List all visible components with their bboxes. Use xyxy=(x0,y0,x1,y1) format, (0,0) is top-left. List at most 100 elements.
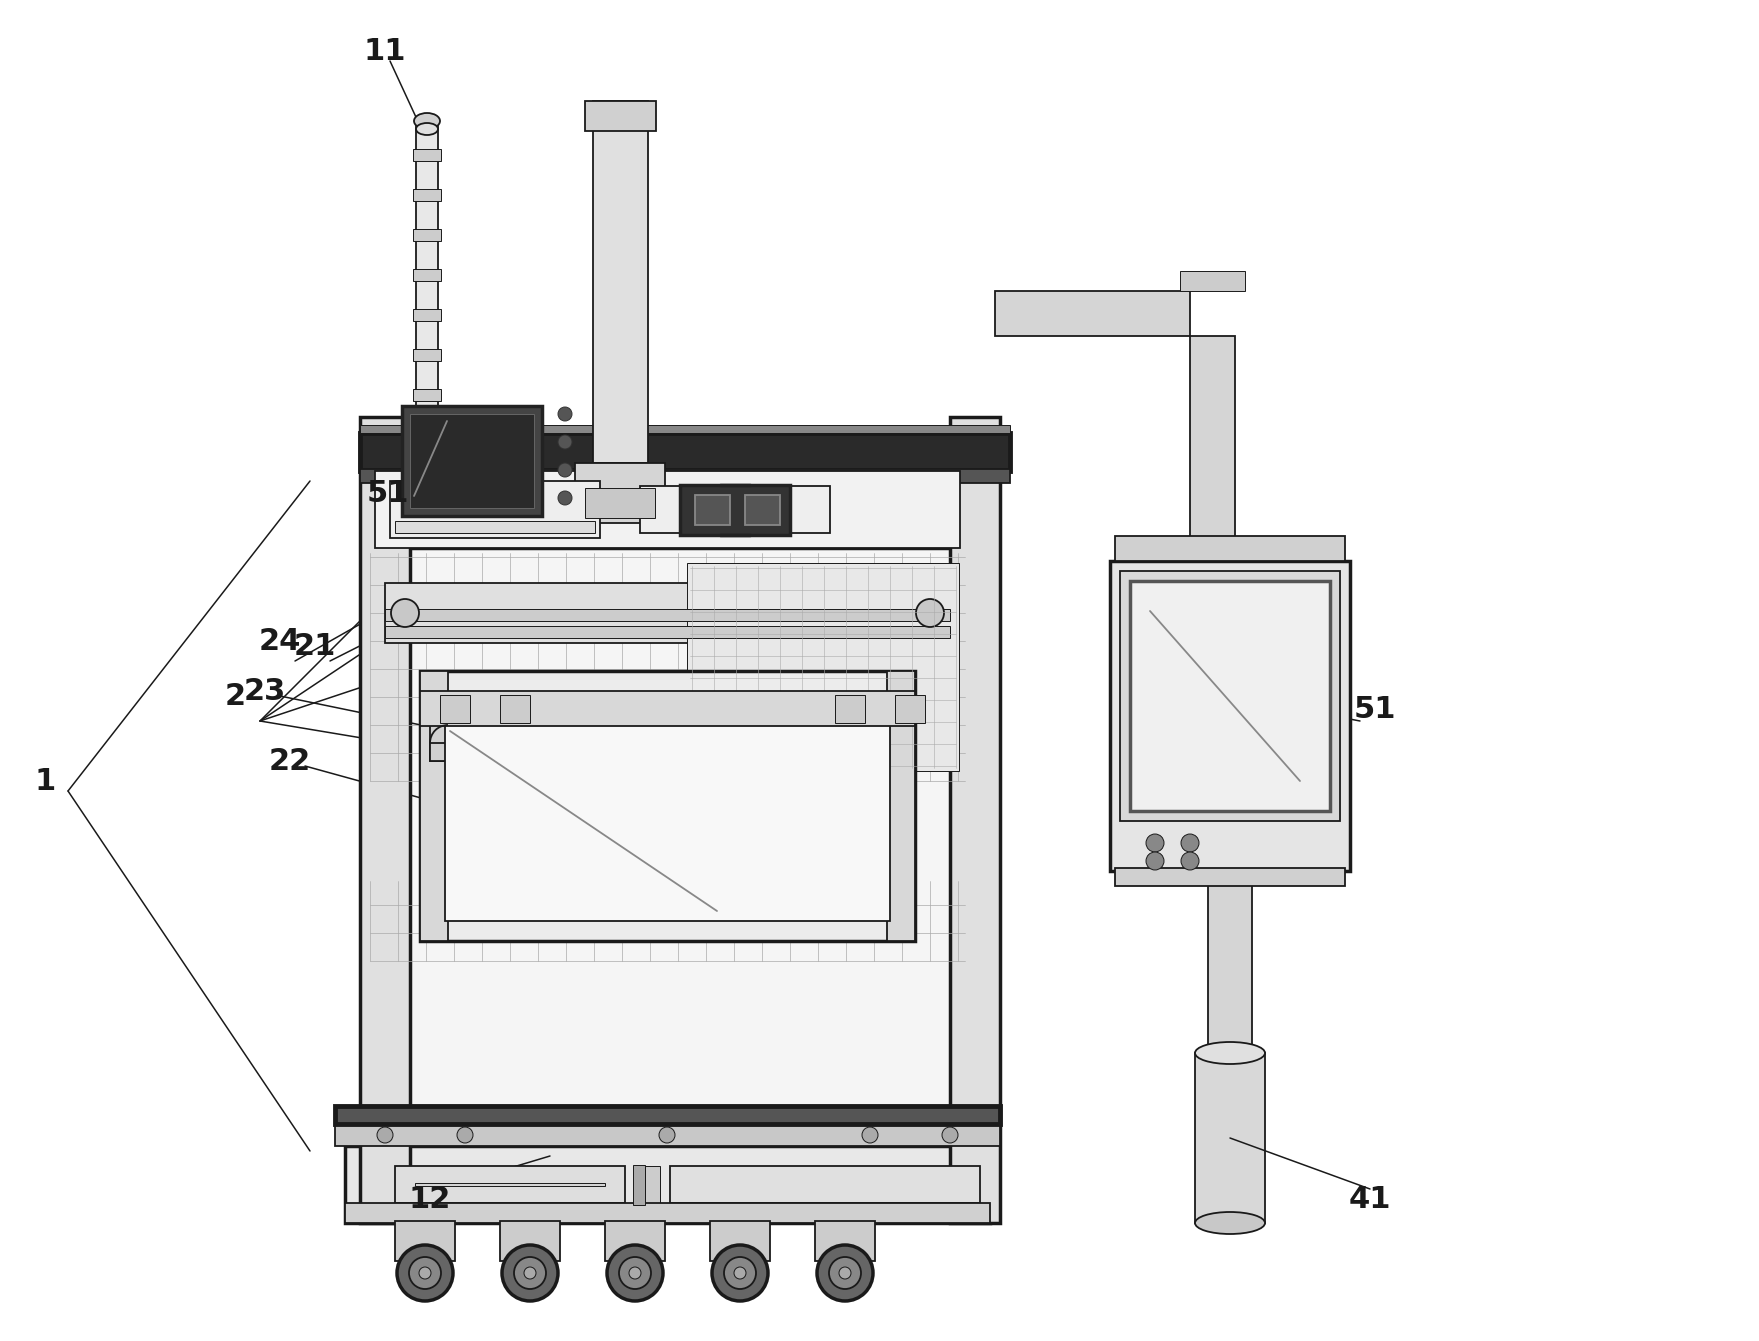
Bar xyxy=(413,349,442,361)
Text: 23: 23 xyxy=(245,676,287,705)
Bar xyxy=(1194,1053,1265,1223)
Bar xyxy=(895,695,925,723)
Bar xyxy=(996,291,1191,337)
Bar xyxy=(413,389,442,401)
Bar xyxy=(575,463,665,523)
Bar xyxy=(633,1165,646,1206)
Bar xyxy=(670,1167,980,1203)
Bar xyxy=(420,691,915,725)
Bar xyxy=(950,417,1001,1223)
Bar xyxy=(605,1222,665,1261)
Bar xyxy=(1120,571,1340,821)
Bar xyxy=(413,270,442,282)
Circle shape xyxy=(816,1244,872,1301)
Bar xyxy=(361,433,1010,471)
Circle shape xyxy=(419,1267,431,1279)
Bar xyxy=(445,711,890,921)
Bar xyxy=(1180,271,1245,291)
Bar xyxy=(410,414,535,508)
Circle shape xyxy=(457,1126,473,1143)
Circle shape xyxy=(558,434,572,449)
Bar xyxy=(361,425,1010,433)
Bar xyxy=(429,743,485,760)
Circle shape xyxy=(1147,834,1164,852)
Bar xyxy=(396,1167,624,1203)
Circle shape xyxy=(828,1257,860,1289)
Circle shape xyxy=(839,1267,851,1279)
Ellipse shape xyxy=(415,123,438,135)
Bar xyxy=(413,229,442,241)
Bar xyxy=(836,695,865,723)
Bar xyxy=(711,1222,770,1261)
Text: 21: 21 xyxy=(294,632,336,661)
Circle shape xyxy=(916,599,945,628)
Ellipse shape xyxy=(1194,1042,1265,1063)
Circle shape xyxy=(607,1244,663,1301)
Ellipse shape xyxy=(415,457,438,469)
Circle shape xyxy=(390,599,419,628)
Bar xyxy=(361,469,1010,483)
Circle shape xyxy=(619,1257,651,1289)
Text: 2: 2 xyxy=(225,681,246,711)
Bar xyxy=(646,1167,660,1203)
Circle shape xyxy=(725,1257,756,1289)
Bar xyxy=(361,417,410,1223)
Bar xyxy=(385,626,950,638)
Bar xyxy=(500,695,529,723)
Bar xyxy=(396,522,595,532)
Circle shape xyxy=(712,1244,769,1301)
Circle shape xyxy=(398,1244,454,1301)
Bar xyxy=(415,1183,605,1185)
Circle shape xyxy=(524,1267,536,1279)
Circle shape xyxy=(514,1257,545,1289)
Bar xyxy=(1208,872,1252,1223)
Bar xyxy=(429,711,449,760)
Bar xyxy=(403,406,542,516)
Bar xyxy=(440,695,470,723)
Bar xyxy=(1129,581,1330,811)
Bar xyxy=(413,189,442,201)
Circle shape xyxy=(558,408,572,421)
Circle shape xyxy=(734,1267,746,1279)
Text: 1: 1 xyxy=(35,767,56,795)
Text: 41: 41 xyxy=(1349,1184,1391,1214)
Bar xyxy=(366,548,969,1191)
Ellipse shape xyxy=(1194,1212,1265,1234)
Text: 24: 24 xyxy=(259,626,301,656)
Bar xyxy=(385,609,950,621)
Circle shape xyxy=(376,1126,392,1143)
Bar xyxy=(1115,536,1346,561)
Bar xyxy=(345,1147,990,1223)
Bar xyxy=(500,1222,559,1261)
Text: 22: 22 xyxy=(269,747,311,775)
Circle shape xyxy=(501,1244,558,1301)
Bar xyxy=(586,488,654,518)
Circle shape xyxy=(660,1126,675,1143)
Bar xyxy=(1110,561,1349,872)
Bar xyxy=(420,670,915,941)
Text: 12: 12 xyxy=(408,1184,452,1214)
Text: 11: 11 xyxy=(364,36,406,66)
Circle shape xyxy=(1147,852,1164,870)
Text: 51: 51 xyxy=(1354,695,1397,724)
Bar xyxy=(375,471,960,548)
Bar xyxy=(413,429,442,441)
Bar xyxy=(334,1106,1001,1124)
Bar xyxy=(334,1124,1001,1147)
Bar xyxy=(413,308,442,320)
Circle shape xyxy=(862,1126,878,1143)
Circle shape xyxy=(1180,852,1200,870)
Circle shape xyxy=(410,1257,442,1289)
Bar xyxy=(396,1222,456,1261)
Bar xyxy=(593,101,647,463)
Bar xyxy=(345,1203,990,1223)
Circle shape xyxy=(630,1267,640,1279)
Circle shape xyxy=(558,463,572,477)
Bar xyxy=(1115,868,1346,886)
Bar xyxy=(420,670,449,941)
Bar xyxy=(413,149,442,161)
Bar xyxy=(385,583,950,642)
Circle shape xyxy=(1180,834,1200,852)
Text: 51: 51 xyxy=(366,479,410,507)
Circle shape xyxy=(943,1126,959,1143)
